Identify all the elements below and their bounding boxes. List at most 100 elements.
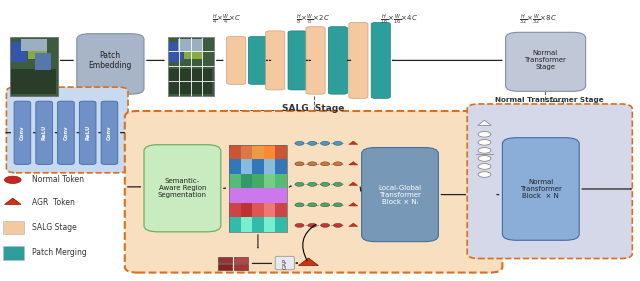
FancyBboxPatch shape — [101, 101, 118, 164]
FancyBboxPatch shape — [266, 31, 285, 90]
Bar — [3, 246, 24, 260]
Circle shape — [321, 141, 330, 145]
FancyBboxPatch shape — [77, 34, 144, 94]
Bar — [229, 203, 241, 217]
Circle shape — [295, 203, 304, 207]
Text: Normal
Transformer
Stage: Normal Transformer Stage — [524, 50, 566, 71]
FancyBboxPatch shape — [275, 256, 294, 270]
Bar — [169, 69, 212, 94]
Bar — [218, 257, 232, 263]
Circle shape — [333, 182, 342, 186]
Text: Normal Transformer Stage: Normal Transformer Stage — [495, 97, 604, 103]
Circle shape — [333, 162, 342, 166]
Circle shape — [295, 223, 304, 227]
Bar — [275, 174, 287, 188]
Bar — [28, 42, 47, 59]
FancyBboxPatch shape — [371, 22, 390, 98]
FancyBboxPatch shape — [14, 101, 31, 164]
Bar — [264, 145, 275, 159]
Bar — [252, 203, 264, 217]
Bar — [229, 159, 241, 174]
Text: $\frac{H}{8}\!\times\!\frac{W}{8}\!\times\!2C$: $\frac{H}{8}\!\times\!\frac{W}{8}\!\time… — [296, 13, 331, 27]
FancyBboxPatch shape — [6, 87, 128, 173]
Circle shape — [308, 162, 317, 166]
Bar — [275, 217, 287, 232]
Circle shape — [478, 164, 491, 169]
Bar — [252, 145, 264, 159]
FancyBboxPatch shape — [144, 145, 221, 232]
Bar — [275, 188, 287, 203]
FancyBboxPatch shape — [306, 27, 325, 94]
Bar — [10, 37, 58, 96]
Bar — [169, 42, 183, 62]
Text: ReLU: ReLU — [42, 125, 47, 140]
Text: Patch
Embedding: Patch Embedding — [88, 51, 132, 70]
FancyBboxPatch shape — [248, 37, 268, 84]
Bar — [264, 188, 275, 203]
FancyBboxPatch shape — [362, 148, 438, 242]
Bar — [168, 37, 214, 96]
FancyBboxPatch shape — [288, 31, 307, 90]
Text: Patch Merging: Patch Merging — [32, 248, 87, 257]
Bar — [11, 69, 56, 94]
Bar — [275, 159, 287, 174]
Bar — [264, 203, 275, 217]
Circle shape — [308, 141, 317, 145]
Bar — [241, 145, 252, 159]
FancyBboxPatch shape — [36, 101, 52, 164]
Bar — [234, 264, 248, 270]
Text: $\frac{H}{16}\!\times\!\frac{W}{16}\!\times\!4C$: $\frac{H}{16}\!\times\!\frac{W}{16}\!\ti… — [380, 13, 418, 27]
Bar — [35, 53, 51, 70]
Text: $\frac{H}{4}\!\times\!\frac{W}{4}\!\times\! C$: $\frac{H}{4}\!\times\!\frac{W}{4}\!\time… — [212, 13, 242, 27]
Bar — [241, 159, 252, 174]
Bar — [229, 188, 241, 203]
FancyBboxPatch shape — [349, 22, 368, 98]
Circle shape — [308, 203, 317, 207]
Bar — [241, 188, 252, 203]
Text: AGR  Token: AGR Token — [32, 198, 75, 207]
Bar — [11, 42, 27, 62]
Text: Normal
Transformer
Block  × N: Normal Transformer Block × N — [520, 179, 562, 199]
Bar — [264, 159, 275, 174]
Text: GAP: GAP — [282, 257, 287, 269]
Circle shape — [295, 141, 304, 145]
Text: Local-Global
Transformer
Block × Nᵢ: Local-Global Transformer Block × Nᵢ — [378, 185, 422, 205]
Bar — [241, 174, 252, 188]
FancyBboxPatch shape — [506, 32, 586, 91]
Circle shape — [478, 132, 491, 137]
Bar — [264, 217, 275, 232]
FancyBboxPatch shape — [467, 104, 632, 259]
Text: $\frac{H}{32}\!\times\!\frac{W}{32}\!\times\!8C$: $\frac{H}{32}\!\times\!\frac{W}{32}\!\ti… — [518, 13, 557, 27]
Circle shape — [321, 223, 330, 227]
Circle shape — [308, 223, 317, 227]
Bar — [21, 39, 47, 51]
Circle shape — [478, 140, 491, 145]
Bar — [252, 174, 264, 188]
FancyBboxPatch shape — [328, 27, 348, 94]
Bar — [218, 264, 232, 270]
FancyBboxPatch shape — [502, 138, 579, 240]
Circle shape — [333, 203, 342, 207]
Circle shape — [478, 148, 491, 153]
Bar — [252, 188, 264, 203]
Text: Normal Token: Normal Token — [32, 175, 84, 184]
Text: SALG Stage: SALG Stage — [32, 223, 77, 232]
FancyBboxPatch shape — [125, 111, 502, 273]
Circle shape — [478, 172, 491, 177]
Bar — [229, 174, 241, 188]
Text: Semantic-
Aware Region
Segmentation: Semantic- Aware Region Segmentation — [158, 178, 207, 198]
Bar — [184, 42, 202, 59]
Text: Conv: Conv — [20, 126, 25, 140]
Text: Conv: Conv — [63, 126, 68, 140]
Bar — [178, 39, 202, 51]
Bar — [229, 145, 241, 159]
Text: SALG  Stage: SALG Stage — [282, 104, 345, 113]
Bar — [229, 217, 241, 232]
Bar — [3, 221, 24, 234]
Circle shape — [295, 182, 304, 186]
Bar — [229, 145, 287, 232]
Circle shape — [333, 141, 342, 145]
Bar — [252, 159, 264, 174]
Circle shape — [321, 182, 330, 186]
Circle shape — [321, 162, 330, 166]
